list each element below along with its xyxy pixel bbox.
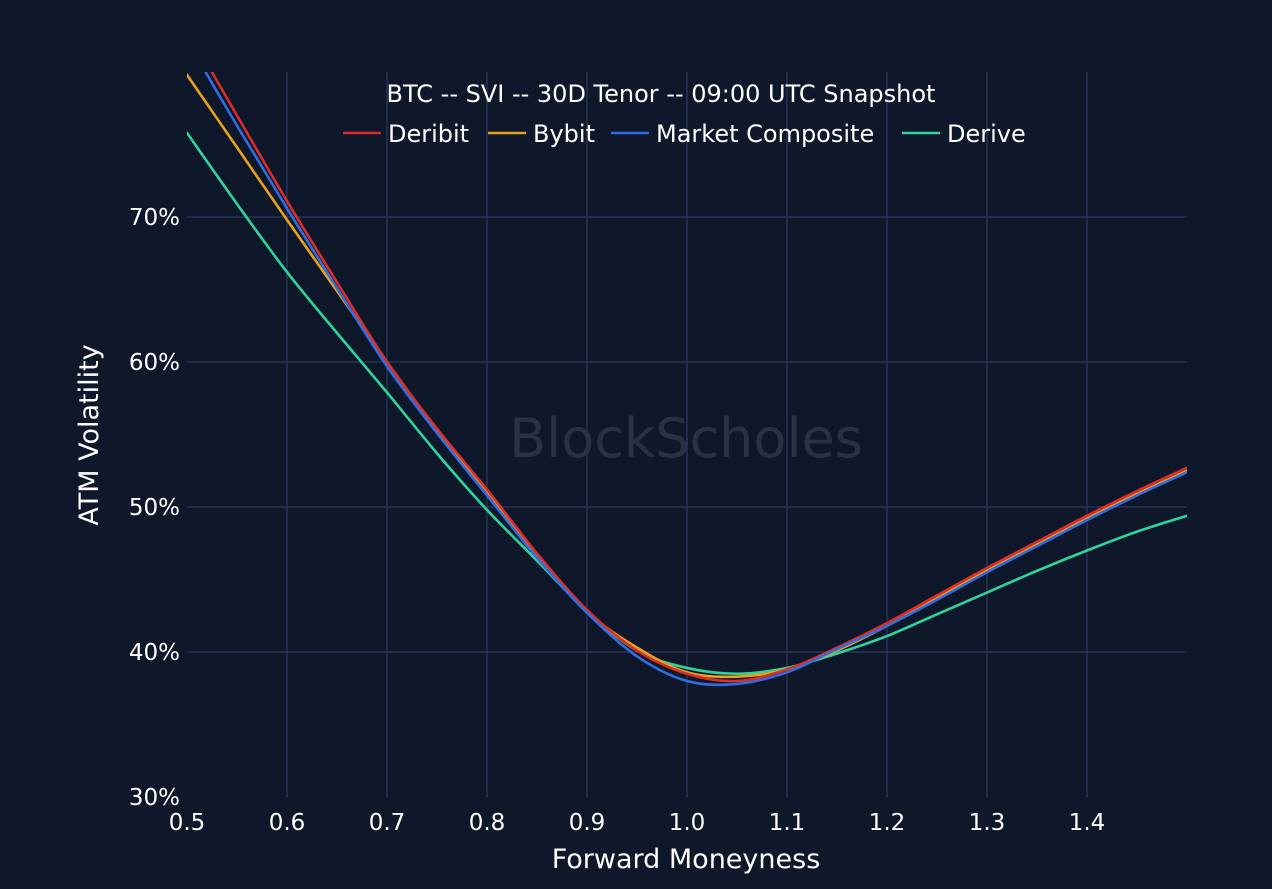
legend-label: Derive xyxy=(947,120,1026,148)
legend-label: Market Composite xyxy=(656,120,874,148)
x-tick-label: 0.9 xyxy=(569,810,606,836)
x-tick-label: 0.6 xyxy=(269,810,306,836)
legend-label: Bybit xyxy=(533,120,595,148)
x-tick-label: 1.0 xyxy=(669,810,706,836)
x-tick-label: 0.5 xyxy=(169,810,206,836)
series-line-deribit xyxy=(210,72,1187,683)
x-axis-label: Forward Moneyness xyxy=(552,844,821,875)
legend-item-derive[interactable]: Derive xyxy=(902,120,1026,148)
y-tick-label: 60% xyxy=(129,350,180,376)
y-tick-label: 40% xyxy=(129,640,180,666)
x-tick-label: 0.8 xyxy=(469,810,506,836)
legend-label: Deribit xyxy=(388,120,469,148)
chart-title: BTC -- SVI -- 30D Tenor -- 09:00 UTC Sna… xyxy=(387,80,936,108)
y-tick-label: 30% xyxy=(129,785,180,811)
series-lines xyxy=(187,72,1187,687)
grid xyxy=(187,72,1187,797)
x-tick-label: 1.1 xyxy=(769,810,806,836)
watermark-text: BlockScholes xyxy=(509,407,863,470)
legend-item-market-composite[interactable]: Market Composite xyxy=(611,120,874,148)
x-tick-label: 1.4 xyxy=(1069,810,1106,836)
y-tick-label: 50% xyxy=(129,495,180,521)
x-tick-label: 1.3 xyxy=(969,810,1006,836)
series-line-market-composite xyxy=(204,72,1187,687)
y-axis-ticks: 30% 40% 50% 60% 70% xyxy=(129,205,180,811)
legend-item-bybit[interactable]: Bybit xyxy=(488,120,595,148)
y-axis-label: ATM Volatility xyxy=(74,344,105,525)
x-tick-label: 1.2 xyxy=(869,810,906,836)
x-axis-ticks: 0.5 0.6 0.7 0.8 0.9 1.0 1.1 1.2 1.3 1.4 xyxy=(169,810,1106,836)
legend: Deribit Bybit Market Composite Derive xyxy=(343,120,1026,148)
x-tick-label: 0.7 xyxy=(369,810,406,836)
legend-item-deribit[interactable]: Deribit xyxy=(343,120,469,148)
y-tick-label: 70% xyxy=(129,205,180,231)
